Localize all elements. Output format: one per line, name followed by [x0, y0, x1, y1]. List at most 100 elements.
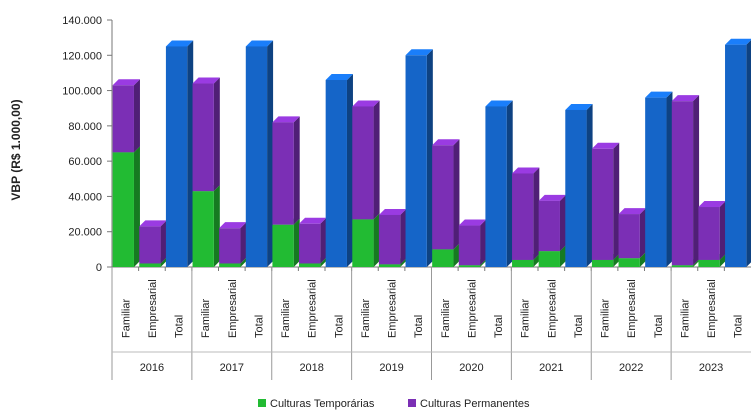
bar-total-side	[746, 40, 751, 267]
bar-culturas-temporarias-front	[112, 152, 134, 267]
bar-culturas-temporarias-side	[719, 253, 726, 267]
bar-culturas-temporarias-front	[272, 224, 294, 267]
x-category-label: Empresarial	[466, 279, 478, 338]
bar-culturas-permanentes-side	[400, 208, 407, 265]
bar-culturas-permanentes-front	[512, 173, 534, 260]
x-group-label: 2023	[699, 362, 723, 374]
y-tick-label: 120.000	[62, 50, 102, 62]
bar-total-top	[245, 40, 274, 47]
x-category-label: Total	[493, 315, 505, 338]
bar-culturas-permanentes-top	[458, 219, 487, 226]
bar-culturas-permanentes-front	[378, 214, 401, 265]
bar-total-front	[405, 55, 427, 268]
bar-culturas-permanentes-top	[618, 208, 646, 215]
x-category-label: Familiar	[600, 299, 612, 338]
x-group-label: 2018	[299, 362, 323, 374]
bar-total-front	[325, 79, 347, 267]
bar-culturas-permanentes	[352, 100, 380, 220]
bar-culturas-permanentes	[591, 142, 620, 260]
x-category-label: Familiar	[200, 299, 212, 338]
legend-label: Culturas Temporárias	[270, 398, 375, 410]
bar-culturas-temporarias-side	[613, 253, 620, 267]
bar-culturas-permanentes	[272, 116, 300, 225]
bar-culturas-permanentes-top	[432, 139, 460, 146]
bar-culturas-temporarias-front	[352, 219, 374, 267]
bar-culturas-temporarias-front	[378, 264, 401, 267]
bar-culturas-temporarias-side	[533, 253, 540, 267]
legend-label: Culturas Permanentes	[420, 398, 530, 410]
bar-culturas-temporarias-side	[693, 259, 700, 267]
bar-culturas-permanentes	[219, 222, 247, 264]
bar-culturas-permanentes-top	[671, 95, 700, 102]
bar-culturas-permanentes-top	[299, 217, 327, 224]
x-category-label: Total	[573, 315, 585, 338]
x-category-label: Familiar	[679, 299, 691, 338]
x-category-label: Familiar	[520, 299, 532, 338]
bar-culturas-permanentes-front	[139, 226, 161, 264]
bar-culturas-permanentes-top	[352, 100, 380, 107]
bar-culturas-permanentes-side	[533, 167, 540, 260]
x-category-label: Total	[333, 315, 345, 338]
bar-culturas-permanentes-top	[538, 194, 566, 201]
bar-total	[725, 38, 751, 268]
bar-culturas-temporarias-side	[320, 257, 327, 267]
bar-culturas-temporarias-side	[400, 258, 407, 267]
x-category-label: Total	[653, 315, 665, 338]
bar-culturas-permanentes-side	[559, 194, 566, 252]
bar-culturas-temporarias-side	[213, 185, 220, 267]
y-tick-label: 0	[96, 262, 102, 274]
bar-culturas-permanentes-side	[293, 116, 300, 225]
bar-culturas-temporarias-front	[671, 265, 694, 267]
bar-culturas-permanentes	[378, 208, 407, 265]
bar-culturas-temporarias	[352, 213, 380, 267]
bar-total-front	[245, 46, 268, 267]
y-tick-label: 100.000	[62, 86, 102, 98]
bar-culturas-temporarias-side	[133, 146, 140, 267]
bar-culturas-temporarias-front	[139, 263, 161, 267]
bar-culturas-permanentes	[458, 219, 487, 266]
bar-total	[485, 100, 513, 267]
x-category-label: Empresarial	[546, 279, 558, 338]
bar-culturas-temporarias-front	[219, 263, 241, 267]
bar-culturas-temporarias-front	[299, 263, 321, 267]
bar-culturas-temporarias-front	[432, 249, 454, 267]
bar-total-front	[725, 44, 747, 268]
bar-culturas-temporarias	[192, 185, 220, 267]
bar-total-top	[725, 38, 751, 45]
bar-total-front	[565, 109, 587, 267]
x-category-label: Empresarial	[147, 279, 159, 338]
x-category-label: Total	[413, 315, 425, 338]
bar-total-top	[405, 49, 433, 56]
bar-culturas-permanentes-front	[671, 101, 694, 266]
bar-culturas-temporarias	[112, 146, 140, 267]
bar-culturas-temporarias-side	[559, 245, 566, 267]
bar-total-side	[346, 73, 353, 267]
bar-culturas-permanentes	[512, 167, 540, 260]
x-category-label: Total	[253, 315, 265, 338]
bar-culturas-permanentes-front	[698, 207, 720, 260]
x-group-label: 2016	[140, 362, 164, 374]
bar-culturas-temporarias	[272, 218, 300, 267]
bar-culturas-permanentes-top	[378, 208, 407, 215]
bar-culturas-permanentes	[299, 217, 327, 264]
y-axis-label: VBP (R$ 1.000,00)	[9, 99, 23, 200]
legend-swatch	[408, 399, 416, 407]
bar-culturas-permanentes-side	[160, 220, 167, 264]
y-tick-label: 140.000	[62, 15, 102, 27]
plot-area: 0 20.000 40.000 60.000 80.000 100.000 120.000 1…	[62, 15, 751, 380]
bar-culturas-permanentes-side	[213, 77, 220, 192]
bar-culturas-permanentes-front	[192, 83, 214, 192]
x-category-label: Empresarial	[387, 279, 399, 338]
bar-culturas-permanentes-front	[458, 225, 481, 266]
bar-culturas-temporarias-side	[160, 257, 167, 267]
x-category-label: Familiar	[360, 299, 372, 338]
bar-culturas-temporarias-side	[639, 252, 646, 267]
bar-total-side	[506, 100, 513, 267]
bar-culturas-temporarias-side	[453, 243, 460, 267]
x-category-label: Total	[174, 315, 186, 338]
bar-total-front	[485, 106, 507, 267]
bar-culturas-permanentes-front	[219, 228, 241, 264]
bar-culturas-temporarias-side	[293, 218, 300, 267]
bar-culturas-temporarias-side	[240, 257, 247, 267]
bar-culturas-temporarias-front	[192, 191, 214, 267]
